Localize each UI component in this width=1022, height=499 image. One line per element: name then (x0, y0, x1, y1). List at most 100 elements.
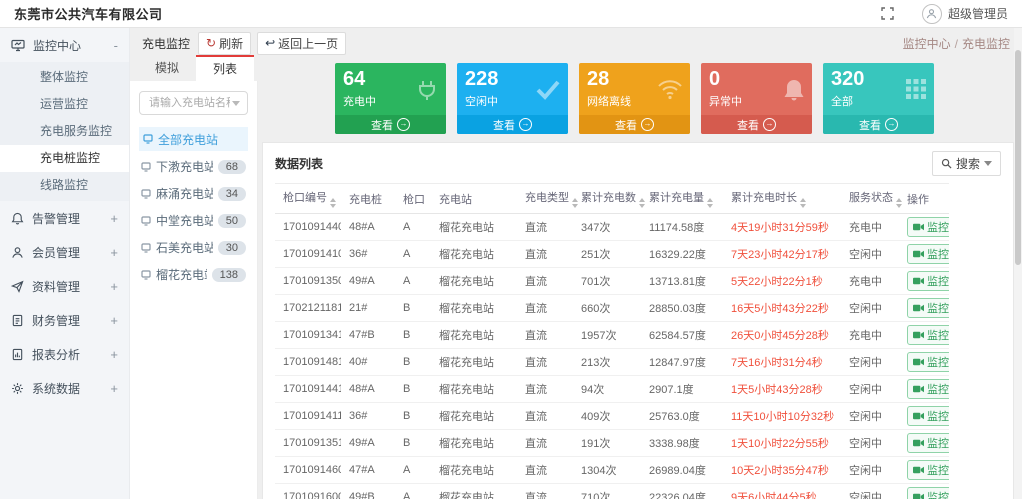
station-list-item[interactable]: 麻涌充电站 34 (139, 180, 248, 207)
cell-energy: 13713.81度 (641, 267, 723, 295)
page-title: 充电监控 (142, 37, 191, 51)
sidebar-group-reports[interactable]: 报表分析 + (0, 337, 129, 371)
monitor-button[interactable]: 监控 (907, 271, 949, 291)
scrollbar-thumb[interactable] (1015, 50, 1021, 265)
cell-type: 直流 (517, 429, 573, 457)
cell-gun: B (395, 429, 431, 457)
col-type[interactable]: 充电类型 (517, 183, 578, 214)
cell-duration: 11天10小时10分32秒 (723, 402, 841, 430)
back-button[interactable]: ↩ 返回上一页 (257, 32, 347, 55)
cell-station: 榴花充电站 (431, 456, 517, 484)
cell-energy: 22326.04度 (641, 483, 723, 499)
cell-pile: 36# (341, 402, 395, 430)
cell-status: 空闲中 (841, 348, 899, 376)
expand-toggle[interactable]: + (110, 278, 118, 294)
station-count-badge: 138 (211, 267, 246, 282)
col-status[interactable]: 服务状态 (841, 183, 902, 214)
station-list-item[interactable]: 下漖充电站 68 (139, 153, 248, 180)
vertical-scrollbar[interactable] (1014, 28, 1022, 499)
station-icon (141, 188, 151, 199)
cell-gun-id: 1701091350 (275, 267, 341, 295)
expand-toggle[interactable]: + (110, 346, 118, 362)
col-gun-id[interactable]: 枪口编号 (275, 183, 341, 214)
monitor-button[interactable]: 监控 (907, 325, 949, 345)
cell-status: 空闲中 (841, 294, 899, 322)
sidebar-subitem[interactable]: 整体监控 (40, 70, 89, 84)
sidebar-group-alarm[interactable]: 告警管理 + (0, 201, 129, 235)
sidebar-group-system[interactable]: 系统数据 + (0, 371, 129, 405)
fullscreen-icon[interactable] (881, 7, 894, 20)
user-avatar-icon[interactable] (921, 3, 942, 24)
tab-list[interactable]: 列表 (196, 55, 254, 81)
all-stations-item[interactable]: 全部充电站 (139, 127, 248, 151)
monitor-button[interactable]: 监控 (907, 217, 949, 237)
table-row: 1701091341 47#B B 榴花充电站 直流 1957次 62584.5… (275, 321, 949, 349)
cell-type: 直流 (517, 375, 573, 403)
cell-actions: 监控 (899, 375, 949, 403)
monitor-button[interactable]: 监控 (907, 298, 949, 318)
cell-gun-id: 1701091600 (275, 483, 341, 499)
sidebar-group-finance[interactable]: 财务管理 + (0, 303, 129, 337)
card-view-button[interactable]: 查看 → (457, 115, 568, 134)
station-icon (141, 269, 151, 280)
card-view-button[interactable]: 查看 → (701, 115, 812, 134)
expand-toggle[interactable]: + (110, 244, 118, 260)
sidebar-subitem[interactable]: 充电服务监控 (40, 124, 113, 138)
monitor-button[interactable]: 监控 (907, 244, 949, 264)
sidebar-subitem[interactable]: 线路监控 (40, 178, 89, 192)
cell-gun: A (395, 267, 431, 295)
cell-status: 空闲中 (841, 483, 899, 499)
expand-toggle[interactable]: + (110, 312, 118, 328)
cell-gun-id: 1701091460 (275, 456, 341, 484)
username[interactable]: 超级管理员 (947, 7, 1008, 21)
sort-icon (800, 198, 806, 208)
table-row: 1701091441 48#A B 榴花充电站 直流 94次 2907.1度 1… (275, 375, 949, 403)
cell-pile: 48#A (341, 375, 395, 403)
monitor-button[interactable]: 监控 (907, 379, 949, 399)
station-list-item[interactable]: 石美充电站 30 (139, 234, 248, 261)
tab-simulate[interactable]: 模拟 (154, 61, 179, 75)
table-header-row: 枪口编号 充电桩 枪口 充电站 充电类型 累计充电数 累计充电量 累计充电时长 … (275, 183, 949, 214)
cell-count: 94次 (573, 375, 641, 403)
col-energy[interactable]: 累计充电量 (641, 183, 723, 214)
refresh-button[interactable]: ↻ 刷新 (198, 32, 252, 55)
station-search-select[interactable] (139, 91, 248, 115)
arrow-circle-icon: → (885, 118, 898, 131)
station-count-badge: 68 (217, 159, 246, 174)
search-button[interactable]: 搜索 (931, 151, 1001, 176)
sidebar-group-data[interactable]: 资料管理 + (0, 269, 129, 303)
table-row: 1701091600 49#B A 榴花充电站 直流 710次 22326.04… (275, 483, 949, 499)
station-list-item[interactable]: 中堂充电站 50 (139, 207, 248, 234)
expand-toggle[interactable]: + (110, 380, 118, 396)
station-list-item[interactable]: 榴花充电站 138 (139, 261, 248, 288)
sidebar-group-monitor-center[interactable]: 监控中心 - (0, 28, 129, 62)
bell-icon (783, 78, 805, 102)
breadcrumb-parent[interactable]: 监控中心 (902, 37, 951, 51)
monitor-button[interactable]: 监控 (907, 487, 949, 499)
card-idle: 228 空闲中 查看 → (457, 63, 568, 134)
expand-toggle[interactable]: + (110, 210, 118, 226)
status-cards: 64 充电中 查看 → (335, 63, 1014, 134)
video-camera-icon (913, 304, 924, 312)
video-camera-icon (913, 439, 924, 447)
gear-icon (12, 382, 23, 394)
station-search-input[interactable] (147, 96, 232, 110)
monitor-button[interactable]: 监控 (907, 406, 949, 426)
monitor-button[interactable]: 监控 (907, 352, 949, 372)
collapse-toggle[interactable]: - (113, 37, 118, 53)
video-camera-icon (913, 493, 924, 499)
refresh-icon: ↻ (206, 36, 217, 50)
col-duration[interactable]: 累计充电时长 (723, 183, 841, 214)
cell-type: 直流 (517, 348, 573, 376)
col-charge-count[interactable]: 累计充电数 (573, 183, 645, 214)
card-view-button[interactable]: 查看 → (823, 115, 934, 134)
monitor-button[interactable]: 监控 (907, 460, 949, 480)
sidebar-group-members[interactable]: 会员管理 + (0, 235, 129, 269)
card-view-button[interactable]: 查看 → (579, 115, 690, 134)
sidebar-subitem[interactable]: 运营监控 (40, 97, 89, 111)
monitor-button[interactable]: 监控 (907, 433, 949, 453)
cell-actions: 监控 (899, 213, 949, 241)
sidebar-subitem[interactable]: 充电桩监控 (0, 145, 129, 172)
card-view-button[interactable]: 查看 → (335, 115, 446, 134)
card-offline: 28 网络离线 查看 → (579, 63, 690, 134)
